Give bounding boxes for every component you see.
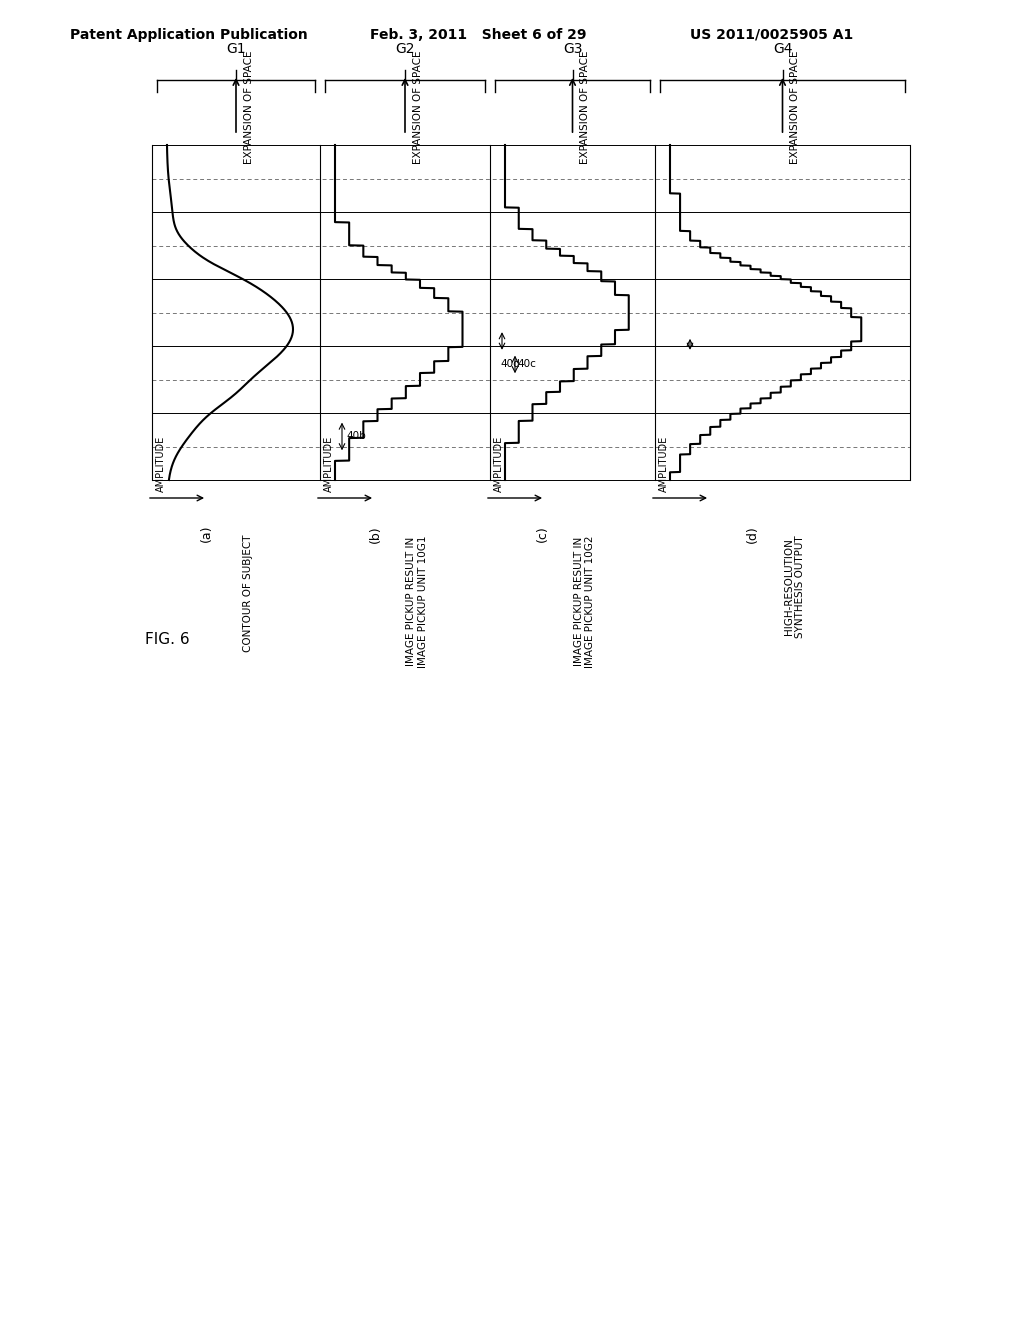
Text: G4: G4: [773, 42, 793, 55]
Text: G3: G3: [563, 42, 583, 55]
Text: US 2011/0025905 A1: US 2011/0025905 A1: [690, 28, 853, 42]
Text: (b): (b): [369, 525, 382, 543]
Text: AMPLITUDE: AMPLITUDE: [494, 436, 504, 492]
Text: Patent Application Publication: Patent Application Publication: [70, 28, 308, 42]
Text: FIG. 6: FIG. 6: [145, 632, 189, 648]
Text: (a): (a): [200, 525, 213, 543]
Text: 40d: 40d: [500, 359, 520, 368]
Text: EXPANSION OF SPACE: EXPANSION OF SPACE: [413, 50, 423, 164]
Text: EXPANSION OF SPACE: EXPANSION OF SPACE: [791, 50, 801, 164]
Text: AMPLITUDE: AMPLITUDE: [324, 436, 334, 492]
Text: G2: G2: [395, 42, 415, 55]
Text: CONTOUR OF SUBJECT: CONTOUR OF SUBJECT: [243, 535, 253, 652]
Text: 40c: 40c: [517, 359, 536, 368]
Text: AMPLITUDE: AMPLITUDE: [659, 436, 669, 492]
Text: EXPANSION OF SPACE: EXPANSION OF SPACE: [244, 50, 254, 164]
Text: (c): (c): [536, 525, 549, 541]
Text: IMAGE PICKUP RESULT IN
IMAGE PICKUP UNIT 10G1: IMAGE PICKUP RESULT IN IMAGE PICKUP UNIT…: [407, 535, 428, 668]
Text: G1: G1: [226, 42, 246, 55]
Text: 40b: 40b: [346, 432, 366, 441]
Text: EXPANSION OF SPACE: EXPANSION OF SPACE: [581, 50, 591, 164]
Text: AMPLITUDE: AMPLITUDE: [156, 436, 166, 492]
Text: IMAGE PICKUP RESULT IN
IMAGE PICKUP UNIT 10G2: IMAGE PICKUP RESULT IN IMAGE PICKUP UNIT…: [573, 535, 595, 668]
Text: Feb. 3, 2011   Sheet 6 of 29: Feb. 3, 2011 Sheet 6 of 29: [370, 28, 587, 42]
Text: (d): (d): [746, 525, 759, 543]
Text: HIGH-RESOLUTION
SYNTHESIS OUTPUT: HIGH-RESOLUTION SYNTHESIS OUTPUT: [783, 535, 805, 638]
